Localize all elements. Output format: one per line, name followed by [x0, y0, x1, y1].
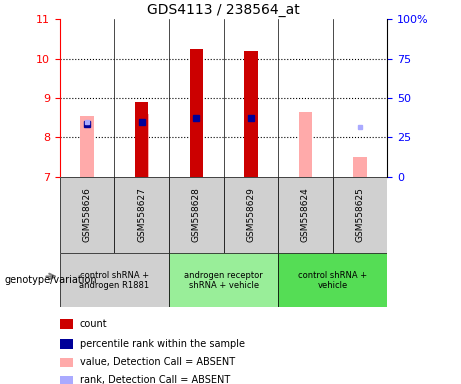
Title: GDS4113 / 238564_at: GDS4113 / 238564_at: [147, 3, 300, 17]
Bar: [169, 253, 278, 307]
Bar: [135, 114, 148, 177]
Text: control shRNA +
androgen R1881: control shRNA + androgen R1881: [79, 271, 149, 290]
Bar: [60, 253, 169, 307]
Text: count: count: [80, 319, 107, 329]
Text: value, Detection Call = ABSENT: value, Detection Call = ABSENT: [80, 358, 235, 367]
Bar: [114, 177, 169, 253]
Text: control shRNA +
vehicle: control shRNA + vehicle: [298, 271, 367, 290]
Bar: [353, 157, 367, 177]
Bar: [60, 358, 73, 367]
Bar: [244, 51, 258, 177]
Bar: [333, 177, 387, 253]
Bar: [278, 253, 387, 307]
Text: GSM558628: GSM558628: [192, 188, 201, 242]
Bar: [169, 177, 224, 253]
Bar: [224, 177, 278, 253]
Text: GSM558629: GSM558629: [246, 188, 255, 242]
Bar: [60, 339, 73, 349]
Text: androgen receptor
shRNA + vehicle: androgen receptor shRNA + vehicle: [184, 271, 263, 290]
Text: rank, Detection Call = ABSENT: rank, Detection Call = ABSENT: [80, 375, 230, 384]
Text: GSM558627: GSM558627: [137, 188, 146, 242]
Bar: [135, 102, 148, 177]
Bar: [299, 112, 312, 177]
Text: genotype/variation: genotype/variation: [5, 275, 97, 285]
Bar: [189, 49, 203, 177]
Text: GSM558626: GSM558626: [83, 188, 92, 242]
Text: GSM558625: GSM558625: [355, 188, 365, 242]
Text: GSM558624: GSM558624: [301, 188, 310, 242]
Bar: [60, 376, 73, 384]
Bar: [60, 177, 114, 253]
Bar: [60, 319, 73, 329]
Bar: [278, 177, 333, 253]
Text: percentile rank within the sample: percentile rank within the sample: [80, 339, 245, 349]
Bar: [80, 116, 94, 177]
